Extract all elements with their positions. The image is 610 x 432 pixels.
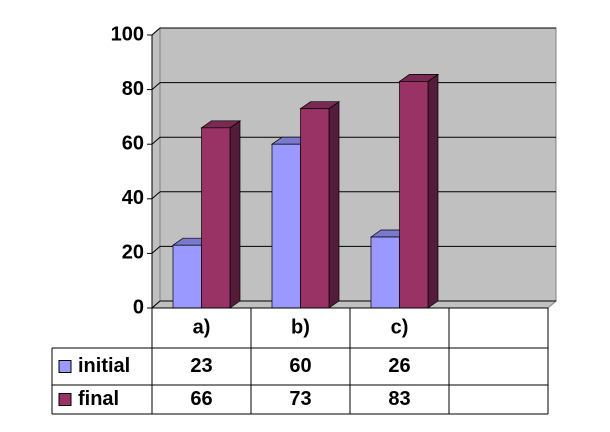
legend-swatch	[58, 393, 72, 406]
legend-label: initial	[78, 355, 130, 377]
category-label: a)	[193, 316, 211, 338]
bar	[201, 127, 231, 309]
grid-line	[151, 136, 161, 145]
table-value: 66	[190, 388, 212, 410]
table-value: 26	[388, 355, 410, 377]
bar	[399, 81, 429, 309]
bar-side	[427, 73, 439, 309]
legend-swatch	[58, 360, 72, 373]
table-value: 23	[190, 355, 212, 377]
table-value: 73	[289, 388, 311, 410]
side-wall	[151, 26, 161, 310]
y-tick-label: 0	[133, 296, 144, 318]
grid-line	[151, 82, 161, 90]
grid-line	[151, 27, 161, 36]
legend-label: final	[78, 388, 119, 410]
bar	[370, 236, 400, 309]
bar-side	[328, 101, 340, 309]
y-tick-label: 100	[111, 23, 144, 45]
y-tick-label: 40	[122, 187, 144, 209]
y-tick-label: 80	[122, 78, 144, 100]
bar	[172, 244, 202, 309]
table-value: 83	[388, 388, 410, 410]
category-label: b)	[291, 316, 310, 338]
y-tick-label: 20	[122, 242, 144, 264]
bar	[271, 143, 301, 309]
grid-line	[151, 300, 161, 309]
bar	[300, 108, 330, 309]
table-value: 60	[289, 355, 311, 377]
grid-line	[151, 246, 161, 254]
bar-side	[229, 120, 241, 309]
category-label: c)	[391, 316, 409, 338]
grid-line	[151, 191, 161, 200]
y-tick-label: 60	[122, 132, 144, 154]
